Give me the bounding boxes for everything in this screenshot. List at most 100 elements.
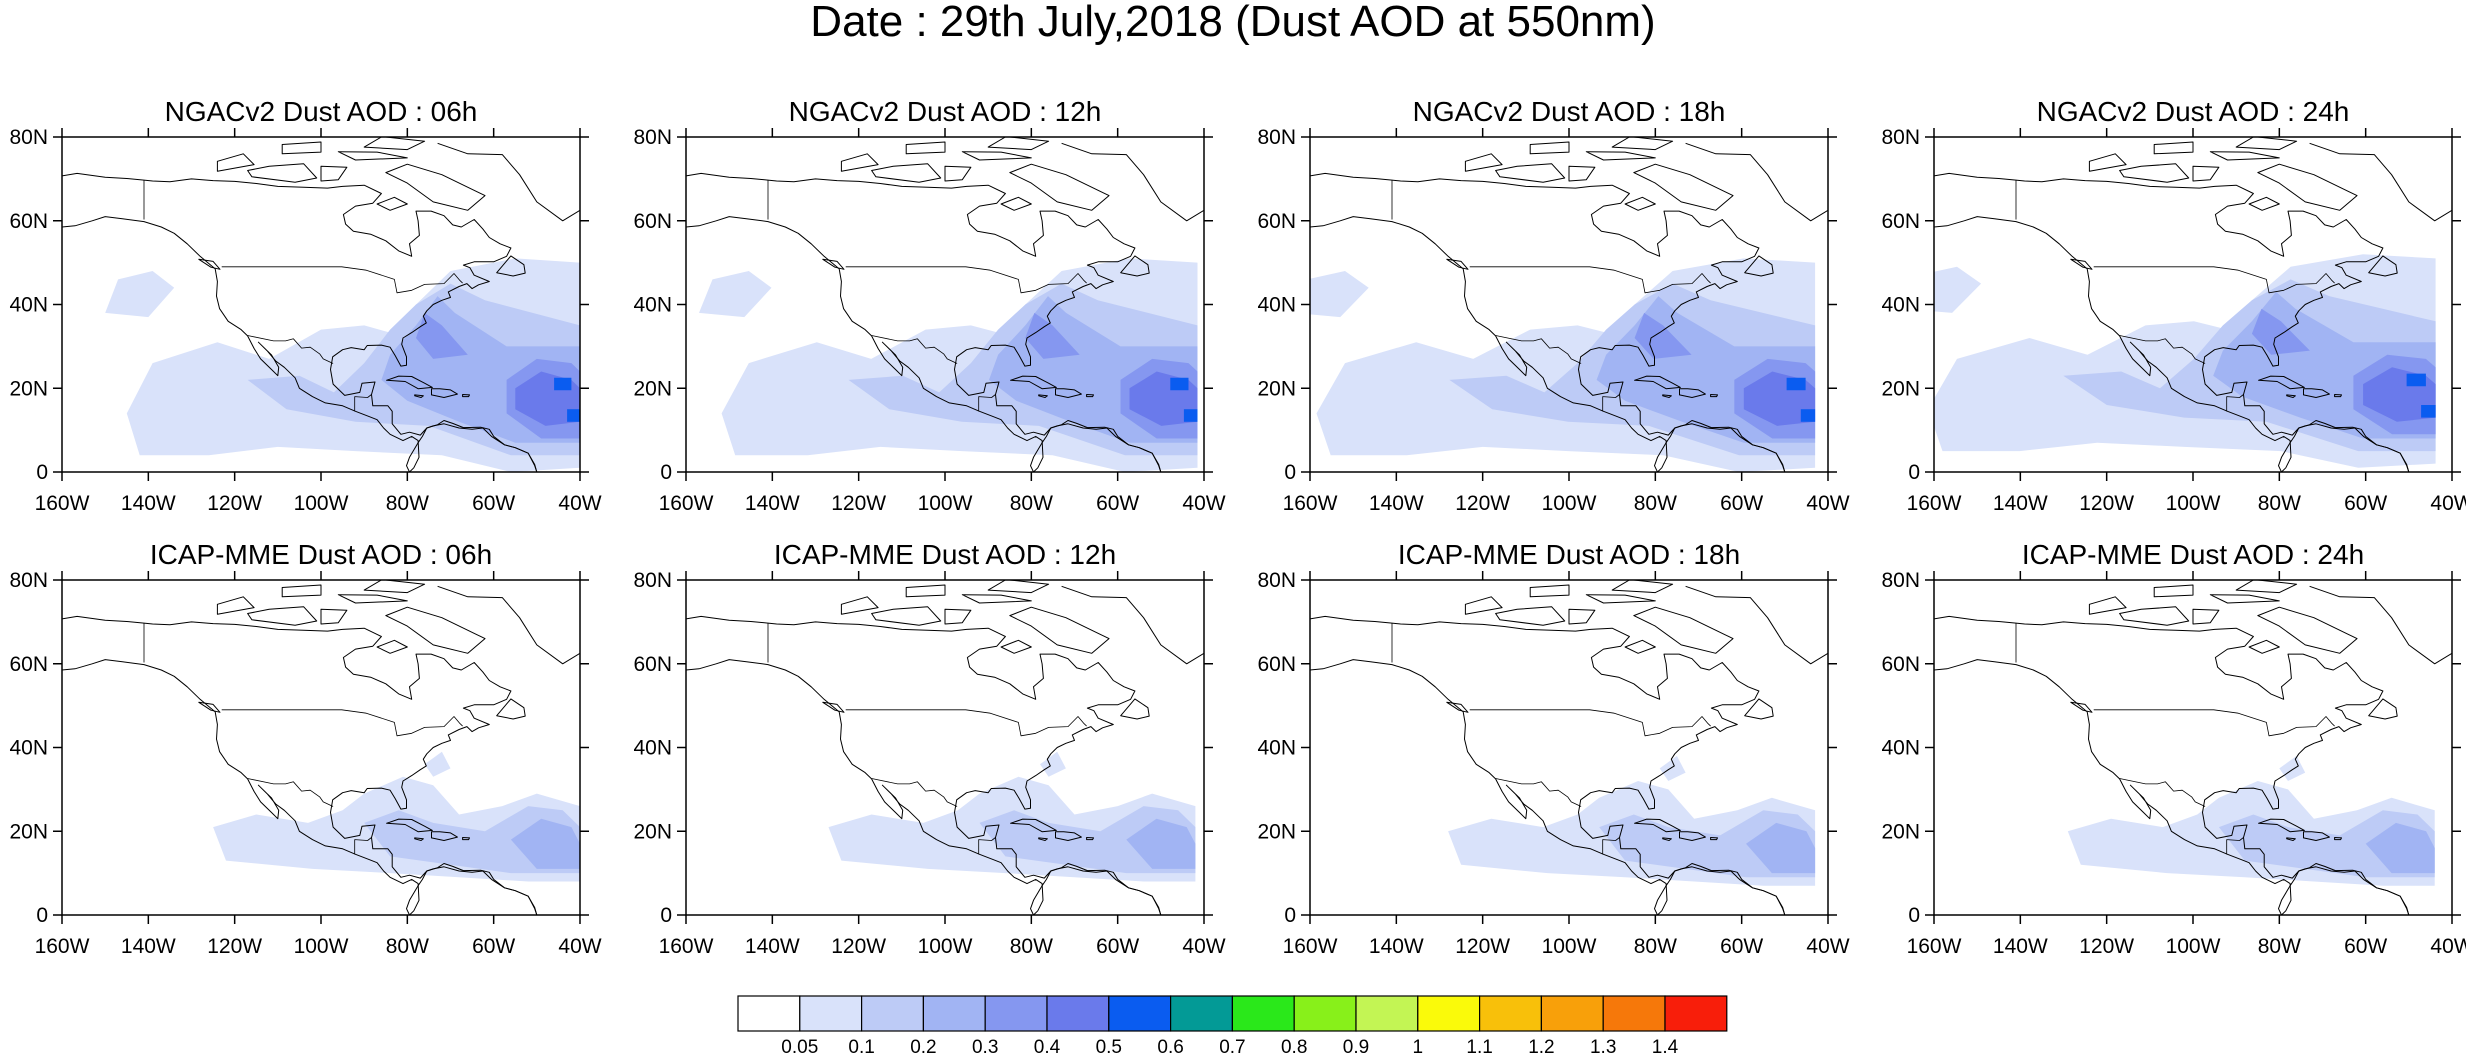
island-outline [2303, 388, 2330, 398]
island-outline [2368, 255, 2398, 277]
y-tick-label: 40N [633, 737, 672, 760]
x-tick-label: 40W [558, 492, 601, 515]
coastline [2278, 863, 2410, 915]
country-border [2093, 266, 2335, 294]
x-tick-label: 140W [1369, 492, 1424, 515]
country-border [1495, 778, 1582, 807]
x-tick-label: 160W [659, 935, 714, 958]
x-tick-label: 60W [472, 935, 515, 958]
map-panel: 0 20N 40N 60N 80N 160W 140W 120W 100W 80W 60W 40W IC… [9, 539, 601, 958]
panel-title: NGACv2 Dust AOD : 12h [789, 96, 1102, 127]
island-outline [496, 255, 526, 277]
colorbar-label: 1 [1413, 1037, 1424, 1056]
coastlines [62, 137, 580, 472]
country-border [2226, 837, 2244, 855]
y-tick-label: 20N [1257, 377, 1296, 400]
coastline [1030, 420, 1162, 472]
colorbar-label: 1.4 [1652, 1037, 1679, 1056]
colorbar-swatch [984, 995, 1048, 1032]
coastline [406, 863, 538, 915]
island-outline [840, 153, 879, 172]
island-outline [1662, 837, 1672, 841]
y-tick-label: 20N [633, 377, 672, 400]
colorbar-label: 0.8 [1281, 1037, 1307, 1056]
colorbar-label: 0.2 [910, 1037, 936, 1056]
figure-title: Date : 29th July,2018 (Dust AOD at 550nm… [810, 0, 1656, 46]
country-border [845, 266, 1087, 294]
x-tick-label: 60W [1096, 935, 1139, 958]
colorbar-swatch [1169, 995, 1233, 1032]
island-outline [961, 151, 1032, 161]
island-outline [2070, 258, 2093, 270]
panel-title: ICAP-MME Dust AOD : 24h [2022, 539, 2364, 570]
island-outline [2088, 153, 2127, 172]
island-outline [496, 698, 526, 720]
island-outline [1055, 831, 1082, 841]
colorbar-label: 1.3 [1590, 1037, 1616, 1056]
coastline [1654, 420, 1786, 472]
island-outline [376, 639, 408, 654]
map-panel: 0 20N 40N 60N 80N 160W 140W 120W 100W 80W 60W 40W NG… [9, 96, 601, 515]
country-border [247, 335, 334, 364]
aod-contour [2421, 405, 2436, 418]
colorbar-swatch [1293, 995, 1357, 1032]
aod-contour [2365, 822, 2435, 874]
country-border [1602, 394, 1620, 412]
x-tick-label: 40W [2430, 492, 2466, 515]
colorbar-label: 0.3 [972, 1037, 998, 1056]
x-tick-label: 100W [294, 492, 349, 515]
x-tick-label: 120W [831, 492, 886, 515]
island-outline [1086, 394, 1094, 398]
country-border [1495, 335, 1582, 364]
island-outline [198, 701, 221, 713]
y-tick-label: 40N [9, 294, 48, 317]
colorbar-swatch [1664, 995, 1728, 1032]
island-outline [1038, 837, 1048, 841]
aod-contour [554, 377, 572, 391]
aod-contour [567, 409, 580, 422]
country-border [978, 394, 996, 412]
island-outline [385, 163, 486, 211]
colorbar-swatch [860, 995, 924, 1032]
y-tick-label: 0 [1284, 904, 1296, 927]
colorbar-swatch [1355, 995, 1419, 1032]
island-outline [1662, 394, 1672, 398]
island-outline [905, 584, 946, 598]
island-outline [2235, 137, 2298, 151]
island-outline [1495, 606, 1566, 626]
y-tick-label: 40N [9, 737, 48, 760]
colorbar: 0.05 0.1 0.2 0.3 0.4 0.5 0.6 0.7 0.8 0.9 1 1.1 1.2 1.… [737, 995, 1728, 1056]
island-outline [2334, 837, 2342, 841]
island-outline [2235, 580, 2298, 594]
x-tick-label: 100W [2166, 492, 2221, 515]
aod-contour [1800, 409, 1816, 422]
x-tick-label: 140W [745, 492, 800, 515]
island-outline [1495, 163, 1566, 183]
colorbar-label: 1.2 [1528, 1037, 1554, 1056]
x-tick-label: 120W [1455, 935, 1510, 958]
island-outline [1624, 639, 1656, 654]
island-outline [2257, 606, 2358, 654]
y-tick-label: 0 [1908, 904, 1920, 927]
panel-title: NGACv2 Dust AOD : 06h [165, 96, 478, 127]
aod-contour [424, 751, 451, 777]
country-border [845, 709, 1087, 737]
aod-contour [416, 312, 468, 359]
coastline [1685, 137, 1828, 222]
island-outline [431, 831, 458, 841]
x-tick-label: 140W [1369, 935, 1424, 958]
island-outline [1585, 594, 1656, 604]
aod-contour [1170, 377, 1189, 391]
x-tick-label: 140W [1993, 492, 2048, 515]
aod-contour [1786, 377, 1806, 391]
country-border [2119, 778, 2206, 807]
country-border [1469, 709, 1711, 737]
island-outline [320, 608, 348, 625]
x-tick-label: 160W [35, 935, 90, 958]
y-tick-label: 0 [660, 904, 672, 927]
island-outline [822, 258, 845, 270]
island-outline [2286, 837, 2296, 841]
aod-contour [105, 271, 175, 318]
colorbar-label: 0.9 [1343, 1037, 1369, 1056]
